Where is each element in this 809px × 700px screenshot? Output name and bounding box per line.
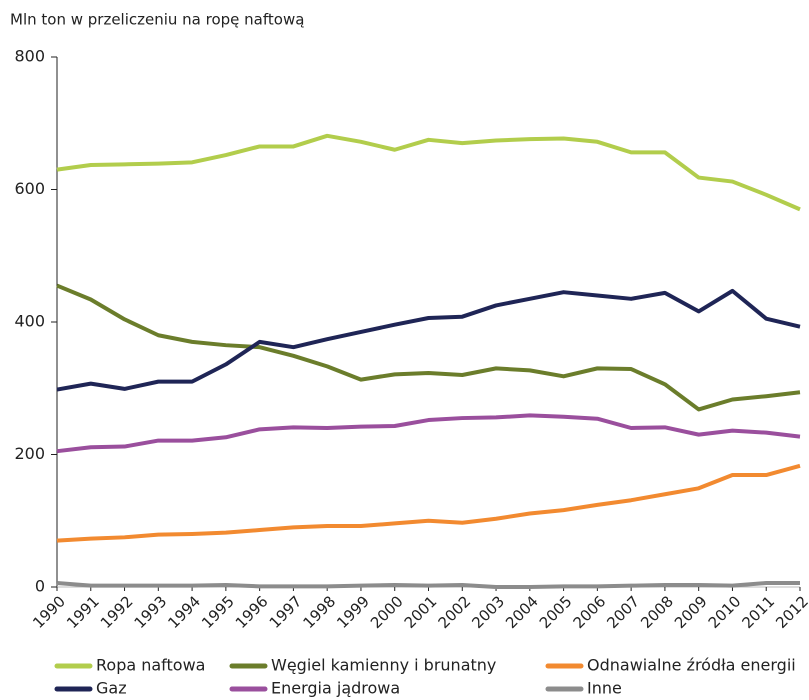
legend-label: Węgiel kamienny i brunatny	[271, 656, 496, 675]
series-line	[56, 581, 800, 589]
x-tick-label: 2003	[468, 592, 508, 632]
legend-label: Gaz	[96, 679, 127, 698]
y-tick-label: 0	[35, 577, 45, 596]
series-line	[56, 133, 801, 212]
x-tick-label: 2004	[502, 592, 542, 632]
y-tick-label: 400	[14, 312, 45, 331]
legend-label: Inne	[587, 679, 622, 698]
x-tick-label: 2012	[772, 592, 809, 632]
x-tick-label: 1993	[131, 592, 171, 632]
y-tick-label: 200	[14, 444, 45, 463]
x-tick-label: 1999	[333, 592, 373, 632]
legend-label: Ropa naftowa	[96, 656, 205, 675]
x-tick-label: 1997	[266, 592, 306, 632]
y-tick-label: 800	[14, 47, 45, 66]
x-tick-label: 2011	[739, 592, 779, 632]
series-line	[56, 463, 801, 543]
series-line	[56, 413, 801, 454]
x-tick-label: 2008	[637, 592, 677, 632]
x-tick-label: 2009	[671, 592, 711, 632]
x-tick-label: 1990	[29, 592, 69, 632]
y-axis-label: Mln ton w przeliczeniu na ropę naftową	[10, 11, 304, 29]
x-tick-label: 1995	[198, 592, 238, 632]
x-tick-label: 2006	[570, 592, 610, 632]
x-tick-label: 1992	[97, 592, 137, 632]
legend-label: Energia jądrowa	[271, 679, 400, 698]
x-tick-label: 2010	[705, 592, 745, 632]
x-tick-label: 1996	[232, 592, 272, 632]
x-tick-label: 1994	[164, 592, 204, 632]
x-tick-label: 2000	[367, 592, 407, 632]
series-line	[56, 288, 801, 392]
x-tick-label: 2001	[401, 592, 441, 632]
x-tick-label: 1991	[63, 592, 103, 632]
series-line	[56, 283, 801, 412]
y-tick-label: 600	[14, 179, 45, 198]
x-tick-label: 2005	[536, 592, 576, 632]
x-tick-label: 1998	[299, 592, 339, 632]
legend-label: Odnawialne źródła energii	[587, 656, 796, 675]
x-tick-label: 2007	[603, 592, 643, 632]
x-tick-label: 2002	[435, 592, 475, 632]
